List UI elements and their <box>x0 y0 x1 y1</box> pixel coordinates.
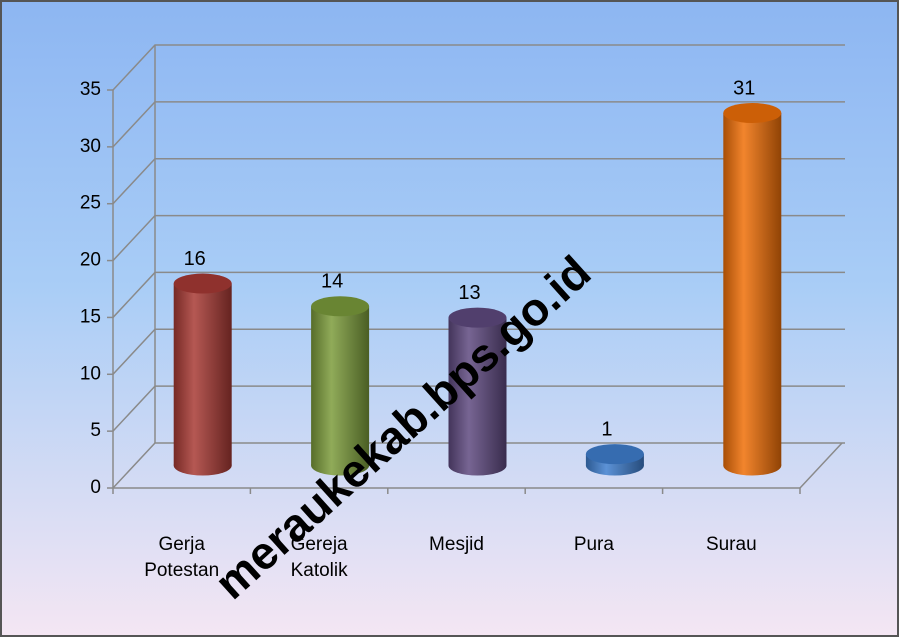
grid-line <box>112 442 845 489</box>
grid-line <box>112 214 845 262</box>
x-tick-label: Pura <box>573 534 614 555</box>
bar <box>311 306 370 466</box>
floor-right-edge <box>799 442 843 489</box>
y-tick-label: 25 <box>80 193 101 214</box>
grid-line <box>112 157 845 205</box>
grid-line <box>112 385 845 432</box>
value-label: 31 <box>733 77 755 99</box>
value-label: 13 <box>458 282 480 304</box>
x-tick-label: Gerja Potestan <box>144 534 220 581</box>
grid-line <box>112 44 845 91</box>
bar <box>723 112 782 466</box>
value-label: 1 <box>601 418 612 440</box>
value-label: 14 <box>321 271 343 293</box>
value-label: 16 <box>184 248 206 270</box>
x-tick-label: Gereja Katolik <box>290 534 348 581</box>
x-tick-label: Surau <box>705 534 757 555</box>
y-tick-label: 35 <box>80 79 101 100</box>
x-tick-label: Mesjid <box>429 534 484 555</box>
bar-top <box>311 296 370 317</box>
y-tick-label: 15 <box>80 306 101 327</box>
grid-line <box>112 271 845 318</box>
bar-top <box>723 102 782 123</box>
y-tick-label: 0 <box>90 477 101 498</box>
bar <box>448 317 507 466</box>
bar-top <box>173 273 232 294</box>
y-tick-label: 5 <box>90 420 101 441</box>
bar-top <box>585 444 644 465</box>
grid-line <box>112 328 845 375</box>
grid-line <box>112 101 845 148</box>
y-tick-label: 20 <box>80 250 101 271</box>
bar <box>173 283 232 466</box>
y-tick-label: 30 <box>80 136 101 157</box>
bar-top <box>448 307 507 328</box>
y-tick-label: 10 <box>80 363 101 384</box>
